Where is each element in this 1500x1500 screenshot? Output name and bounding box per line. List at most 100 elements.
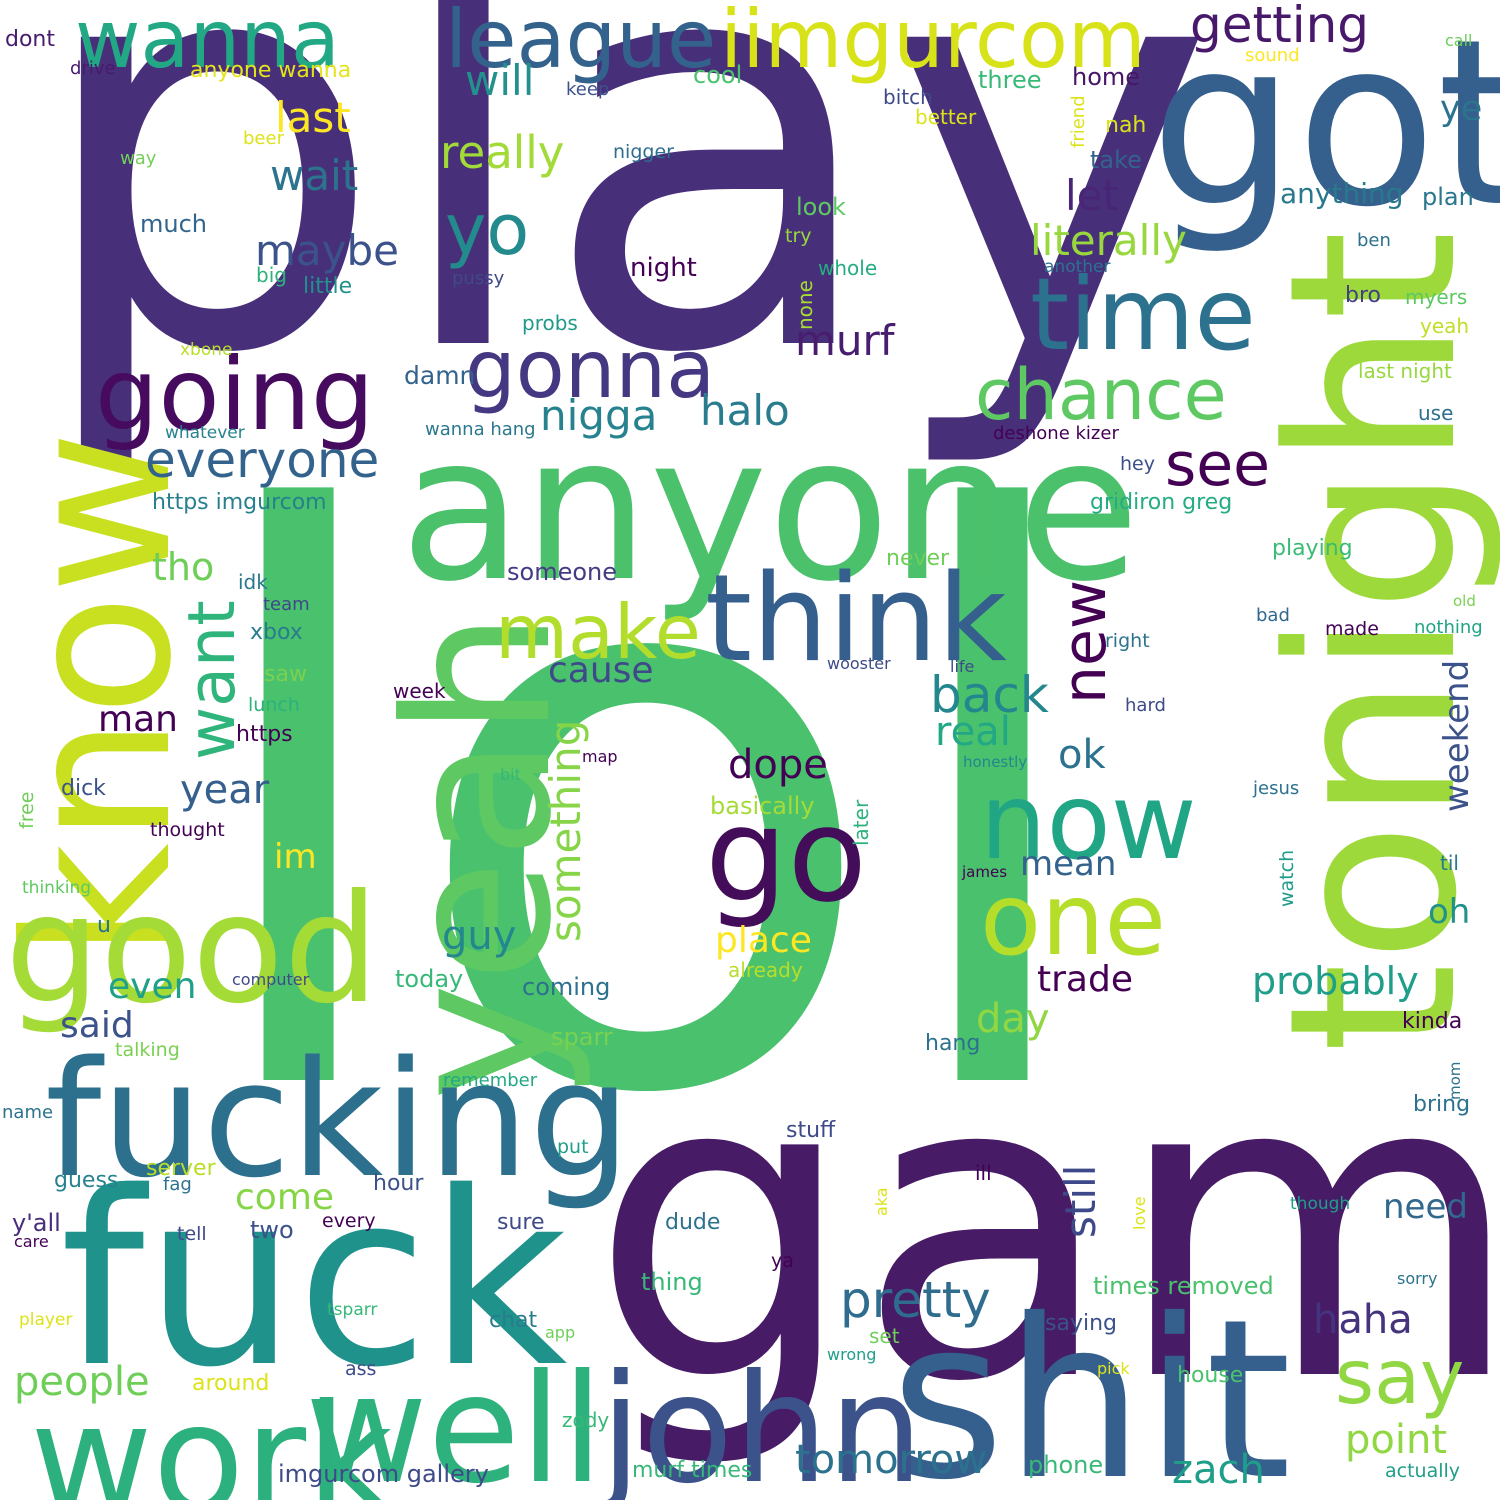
cloud-word: hang xyxy=(925,1031,981,1056)
cloud-word: place xyxy=(715,920,812,961)
cloud-word: guy xyxy=(442,913,517,959)
cloud-word: later xyxy=(849,799,873,846)
cloud-word: think xyxy=(705,550,1007,689)
cloud-word: literally xyxy=(1030,216,1187,265)
cloud-word: shit xyxy=(890,1272,1292,1500)
cloud-word: friend xyxy=(1068,95,1089,148)
cloud-word: thought xyxy=(150,819,225,841)
cloud-word: wanna hang xyxy=(425,419,536,440)
cloud-word: team xyxy=(263,594,310,615)
cloud-word: now xyxy=(980,761,1197,883)
cloud-word: last night xyxy=(1358,359,1452,383)
cloud-word: dick xyxy=(61,776,106,801)
cloud-word: coming xyxy=(522,973,611,1001)
cloud-word: hey xyxy=(1120,453,1155,475)
cloud-word: come xyxy=(235,1177,335,1218)
cloud-word: big xyxy=(256,263,287,287)
cloud-word: put xyxy=(557,1136,589,1158)
cloud-word: probs xyxy=(522,311,578,335)
cloud-word: last xyxy=(275,93,351,142)
cloud-word: back xyxy=(930,666,1049,724)
cloud-word: better xyxy=(915,105,977,129)
cloud-word: good xyxy=(5,863,379,1037)
cloud-word: free xyxy=(16,791,38,829)
cloud-word: sorry xyxy=(1397,1269,1438,1288)
cloud-word: see xyxy=(1165,430,1271,500)
cloud-word: lol xyxy=(190,356,1101,1264)
cloud-word: damn xyxy=(404,361,476,390)
cloud-word: none xyxy=(793,280,817,330)
cloud-word: said xyxy=(60,1005,134,1046)
cloud-word: james xyxy=(962,863,1008,881)
cloud-word: hour xyxy=(373,1171,424,1196)
cloud-word: thing xyxy=(641,1268,703,1296)
cloud-word: everyone xyxy=(145,431,380,489)
cloud-word: bring xyxy=(1413,1092,1471,1117)
cloud-word: home xyxy=(1072,63,1141,91)
cloud-word: mean xyxy=(1020,844,1117,884)
cloud-word: plan xyxy=(1422,183,1474,211)
cloud-word: maybe xyxy=(255,226,400,275)
cloud-word: saying xyxy=(1045,1311,1117,1336)
cloud-word: thinking xyxy=(22,878,92,898)
cloud-word: say xyxy=(1335,1333,1465,1421)
cloud-word: https xyxy=(236,722,293,747)
cloud-word: bitch xyxy=(883,85,933,109)
cloud-word: got xyxy=(1150,0,1500,258)
cloud-word: hard xyxy=(1125,695,1166,716)
cloud-word: xbone xyxy=(180,340,233,360)
cloud-word: im xyxy=(274,837,317,877)
cloud-word: league xyxy=(445,0,717,86)
cloud-word: zody xyxy=(562,1408,610,1432)
cloud-word: anyone wanna xyxy=(190,58,352,83)
cloud-word: still xyxy=(1056,1164,1105,1238)
cloud-word: already xyxy=(728,958,803,982)
cloud-word: map xyxy=(582,747,618,766)
cloud-word: anyone xyxy=(400,393,1140,626)
cloud-word: one xyxy=(980,861,1167,978)
cloud-word: nigga xyxy=(540,391,658,440)
cloud-word: gonna xyxy=(465,323,716,416)
cloud-word: year xyxy=(180,767,270,813)
cloud-word: chat xyxy=(489,1308,538,1333)
cloud-word: myers xyxy=(1405,285,1468,309)
cloud-word: murf times xyxy=(632,1458,753,1483)
cloud-word: bad xyxy=(1256,605,1290,626)
cloud-word: someone xyxy=(507,558,617,586)
cloud-word: life xyxy=(950,657,975,676)
cloud-word: wait xyxy=(270,151,359,200)
cloud-word: drive xyxy=(70,58,116,79)
cloud-word: kinda xyxy=(1402,1009,1463,1034)
cloud-word: old xyxy=(1453,592,1476,610)
cloud-word: day xyxy=(976,996,1050,1042)
cloud-word: ye xyxy=(1440,89,1483,129)
cloud-word: make xyxy=(495,588,701,676)
cloud-word: talk xyxy=(595,1048,613,1076)
cloud-word: tell xyxy=(177,1223,207,1245)
cloud-word: people xyxy=(14,1359,150,1405)
cloud-word: use xyxy=(1418,401,1454,425)
cloud-word: tho xyxy=(152,545,215,589)
cloud-word: oh xyxy=(1428,892,1471,932)
cloud-word: gridiron greg xyxy=(1090,490,1233,515)
cloud-word: going xyxy=(95,336,375,453)
cloud-word: call xyxy=(1445,31,1473,50)
cloud-word: nothing xyxy=(1414,617,1483,638)
cloud-word: jesus xyxy=(1253,778,1300,799)
cloud-word: week xyxy=(393,679,446,703)
cloud-word: dude xyxy=(665,1210,721,1235)
cloud-word: pretty xyxy=(840,1271,991,1329)
cloud-word: times removed xyxy=(1093,1272,1274,1300)
cloud-word: set xyxy=(869,1324,900,1348)
cloud-word: sure xyxy=(497,1210,545,1235)
cloud-word: wanna xyxy=(75,0,340,86)
cloud-word: playing xyxy=(1272,536,1353,561)
cloud-word: another xyxy=(1044,257,1111,277)
cloud-word: computer xyxy=(232,970,310,989)
cloud-word: https imgurcom xyxy=(152,490,327,515)
cloud-word: guess xyxy=(54,1168,119,1193)
cloud-word: imgurcom gallery xyxy=(278,1460,489,1488)
cloud-word: app xyxy=(545,1323,576,1342)
cloud-word: take xyxy=(1090,146,1142,174)
cloud-word: night xyxy=(630,253,697,283)
